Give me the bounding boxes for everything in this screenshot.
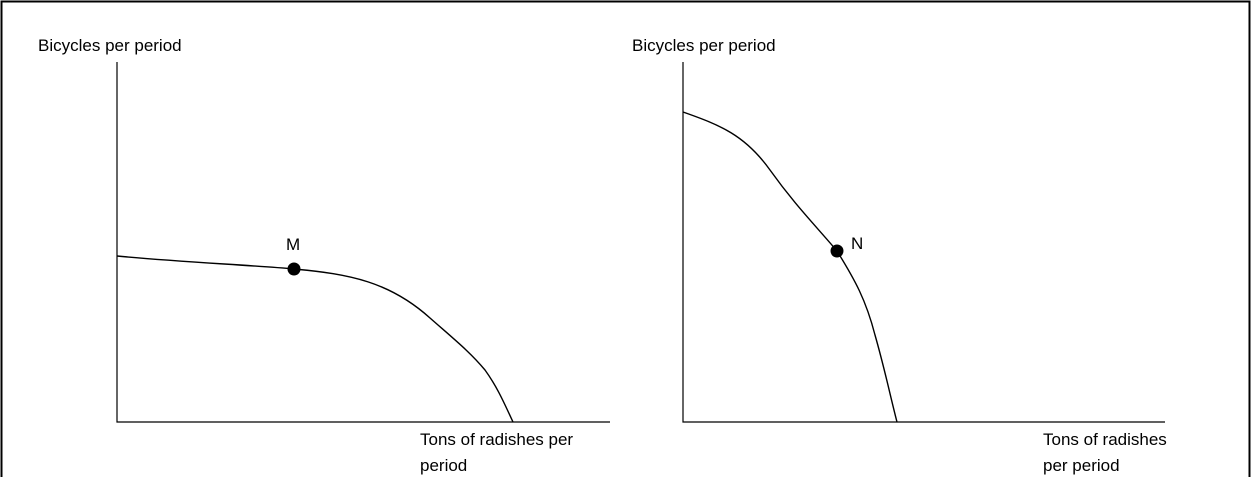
point-label: N	[851, 234, 863, 253]
ppf-curve	[682, 111, 898, 423]
x-axis-label: Tons of radishes	[1043, 430, 1167, 449]
axes	[682, 62, 1165, 423]
ppf-curve	[116, 255, 514, 423]
x-axis-label: Tons of radishes per	[420, 430, 573, 449]
right-panel: Bicycles per period N Tons of radishes p…	[632, 36, 1167, 475]
x-axis-label: per period	[1043, 456, 1120, 475]
point	[287, 262, 301, 276]
y-axis-label: Bicycles per period	[38, 36, 182, 55]
point	[830, 244, 844, 258]
y-axis-label: Bicycles per period	[632, 36, 776, 55]
left-panel: Bicycles per period M Tons of radishes p…	[38, 36, 610, 475]
axes	[116, 62, 610, 423]
x-axis-label: period	[420, 456, 467, 475]
point-label: M	[286, 235, 300, 254]
